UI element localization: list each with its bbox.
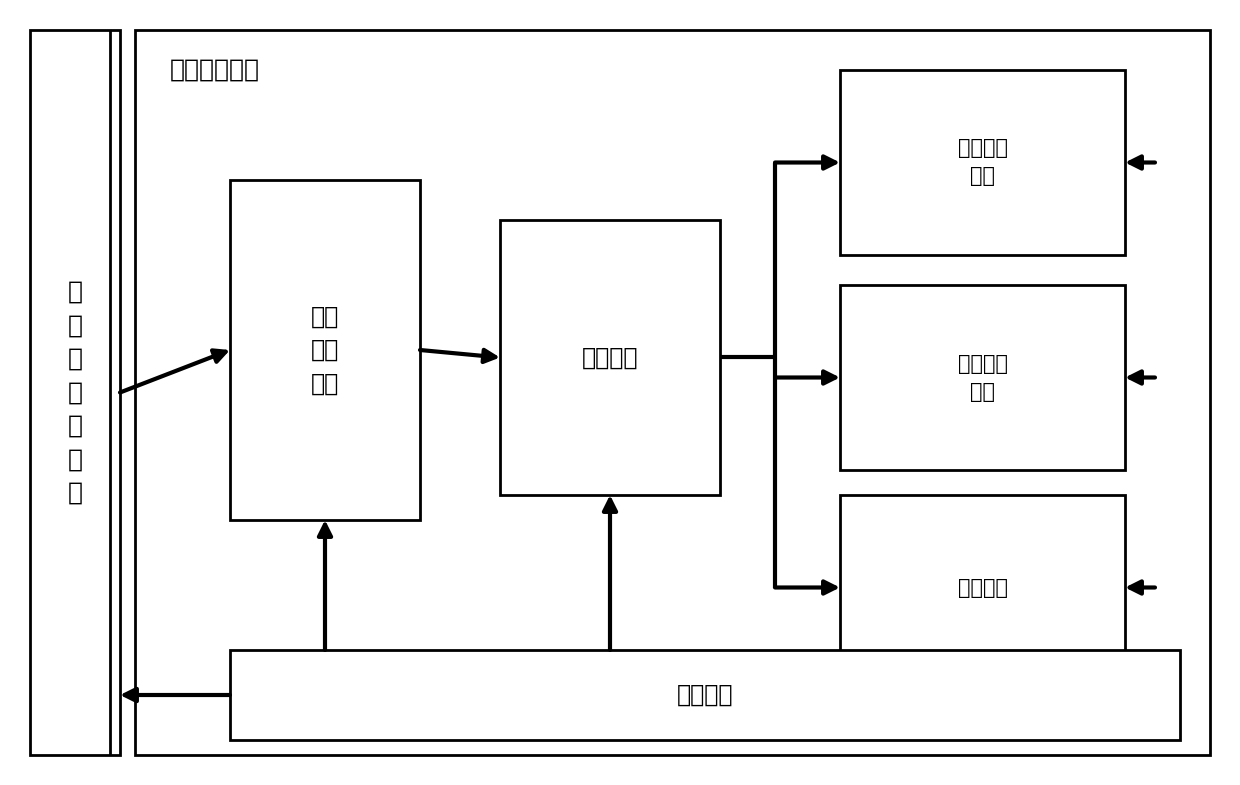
- Bar: [839, 285, 1125, 470]
- Text: 存储模块: 存储模块: [957, 578, 1008, 597]
- Bar: [30, 30, 120, 755]
- Bar: [229, 650, 1180, 740]
- Bar: [135, 30, 1210, 755]
- Bar: [500, 220, 720, 495]
- Text: 微处理器: 微处理器: [582, 345, 639, 370]
- Text: 本地通讯
模块: 本地通讯 模块: [957, 138, 1008, 187]
- Bar: [839, 70, 1125, 255]
- Text: 信号处理电路: 信号处理电路: [170, 58, 260, 82]
- Bar: [229, 180, 420, 520]
- Text: 远程通讯
模块: 远程通讯 模块: [957, 353, 1008, 401]
- Bar: [839, 495, 1125, 680]
- Text: 复
合
磁
通
门
探
头: 复 合 磁 通 门 探 头: [67, 280, 83, 505]
- Text: 电源模块: 电源模块: [677, 683, 733, 707]
- Text: 信号
调理
模块: 信号 调理 模块: [311, 305, 339, 396]
